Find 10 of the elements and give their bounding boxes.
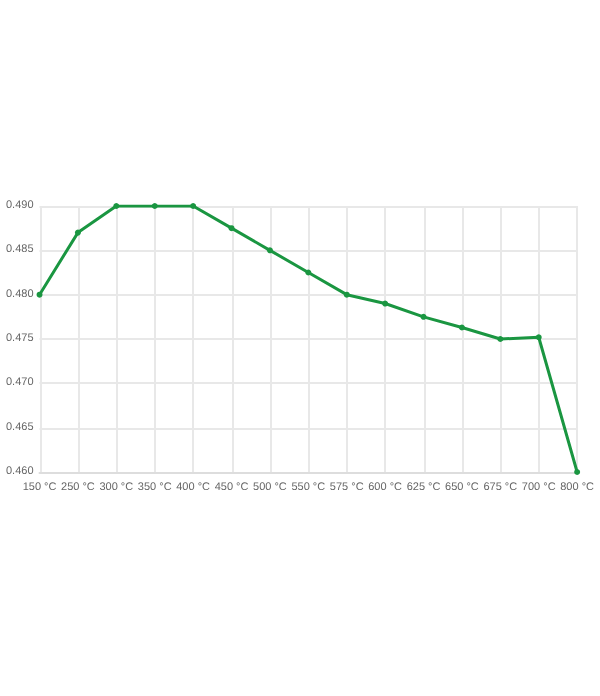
point (190, 203, 197, 209)
point (382, 300, 389, 307)
point (343, 291, 350, 298)
line-series (36, 203, 581, 475)
point (458, 324, 465, 331)
point (266, 247, 273, 254)
point (420, 313, 427, 320)
point (74, 229, 81, 236)
point (228, 225, 235, 232)
point (574, 469, 581, 475)
